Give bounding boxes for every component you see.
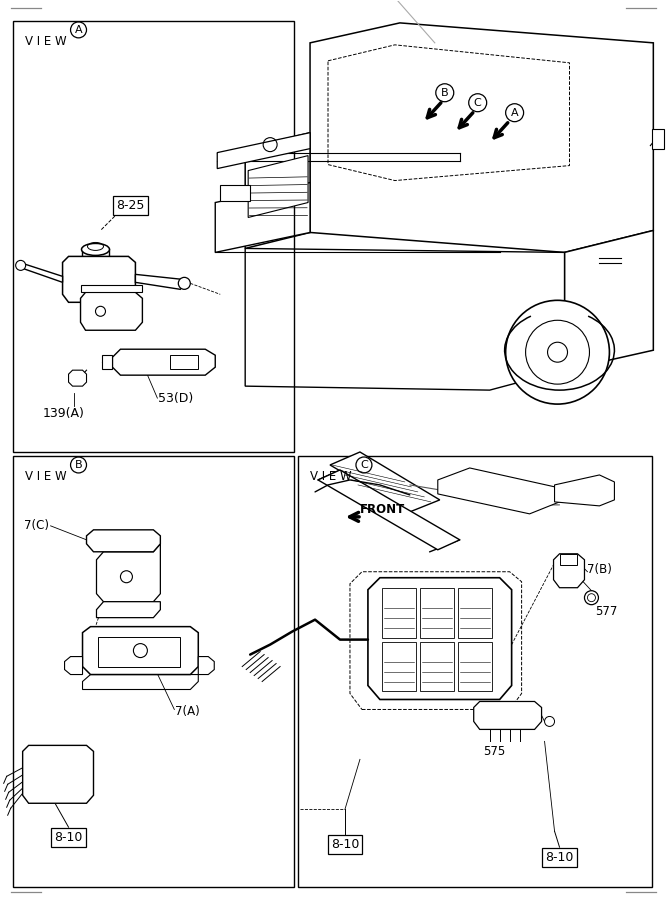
Ellipse shape bbox=[81, 243, 109, 256]
Text: 8-25: 8-25 bbox=[116, 199, 145, 212]
Polygon shape bbox=[564, 230, 654, 370]
Bar bbox=[652, 129, 664, 148]
Polygon shape bbox=[81, 285, 142, 292]
Polygon shape bbox=[83, 626, 198, 674]
Text: B: B bbox=[75, 460, 82, 470]
Polygon shape bbox=[245, 132, 310, 248]
Bar bbox=[13, 21, 294, 452]
Polygon shape bbox=[554, 475, 614, 506]
Text: 53(D): 53(D) bbox=[158, 392, 193, 405]
Polygon shape bbox=[248, 156, 308, 218]
Polygon shape bbox=[554, 554, 584, 588]
Text: V I E W: V I E W bbox=[310, 470, 352, 483]
Text: V I E W: V I E W bbox=[25, 470, 66, 483]
Text: B: B bbox=[441, 87, 449, 98]
Text: FRONT: FRONT bbox=[360, 503, 405, 517]
Bar bbox=[170, 356, 198, 369]
Bar bbox=[13, 456, 294, 887]
Polygon shape bbox=[65, 657, 83, 674]
Polygon shape bbox=[63, 256, 135, 302]
Polygon shape bbox=[245, 248, 564, 390]
Polygon shape bbox=[81, 292, 142, 330]
Circle shape bbox=[544, 716, 554, 726]
Text: 7(A): 7(A) bbox=[175, 705, 200, 718]
Polygon shape bbox=[21, 263, 63, 283]
Polygon shape bbox=[83, 674, 198, 689]
Polygon shape bbox=[23, 745, 93, 804]
Bar bbox=[458, 588, 492, 637]
Bar bbox=[420, 642, 454, 691]
Text: 8-10: 8-10 bbox=[55, 831, 83, 843]
Polygon shape bbox=[69, 370, 87, 386]
Polygon shape bbox=[87, 530, 160, 552]
Polygon shape bbox=[135, 274, 182, 289]
Bar bbox=[458, 642, 492, 691]
Bar bbox=[298, 456, 652, 887]
Polygon shape bbox=[474, 701, 542, 729]
Text: A: A bbox=[75, 25, 82, 35]
Polygon shape bbox=[103, 356, 113, 369]
Text: 8-10: 8-10 bbox=[546, 850, 574, 864]
Text: 8-10: 8-10 bbox=[331, 838, 359, 850]
Text: 575: 575 bbox=[484, 745, 506, 758]
Circle shape bbox=[584, 590, 598, 605]
Text: C: C bbox=[360, 460, 368, 470]
Circle shape bbox=[178, 277, 190, 289]
Circle shape bbox=[15, 260, 25, 270]
Bar bbox=[220, 184, 250, 201]
Polygon shape bbox=[438, 468, 560, 514]
Text: V I E W: V I E W bbox=[25, 35, 66, 48]
Polygon shape bbox=[368, 578, 512, 699]
Polygon shape bbox=[560, 554, 578, 565]
Text: C: C bbox=[474, 98, 482, 108]
Polygon shape bbox=[113, 349, 215, 375]
Polygon shape bbox=[318, 470, 460, 550]
Circle shape bbox=[506, 301, 610, 404]
Text: 577: 577 bbox=[596, 605, 618, 618]
Polygon shape bbox=[217, 132, 310, 168]
Polygon shape bbox=[330, 452, 440, 512]
Bar bbox=[382, 588, 416, 637]
Bar bbox=[420, 588, 454, 637]
Bar bbox=[382, 642, 416, 691]
Polygon shape bbox=[310, 22, 654, 252]
Text: 7(C): 7(C) bbox=[23, 519, 49, 532]
Polygon shape bbox=[97, 544, 160, 602]
Polygon shape bbox=[215, 183, 310, 252]
Bar bbox=[99, 636, 180, 667]
Polygon shape bbox=[97, 602, 160, 617]
Text: A: A bbox=[511, 108, 518, 118]
Text: 7(B): 7(B) bbox=[588, 563, 612, 576]
Text: 139(A): 139(A) bbox=[43, 407, 85, 419]
Polygon shape bbox=[198, 657, 214, 674]
